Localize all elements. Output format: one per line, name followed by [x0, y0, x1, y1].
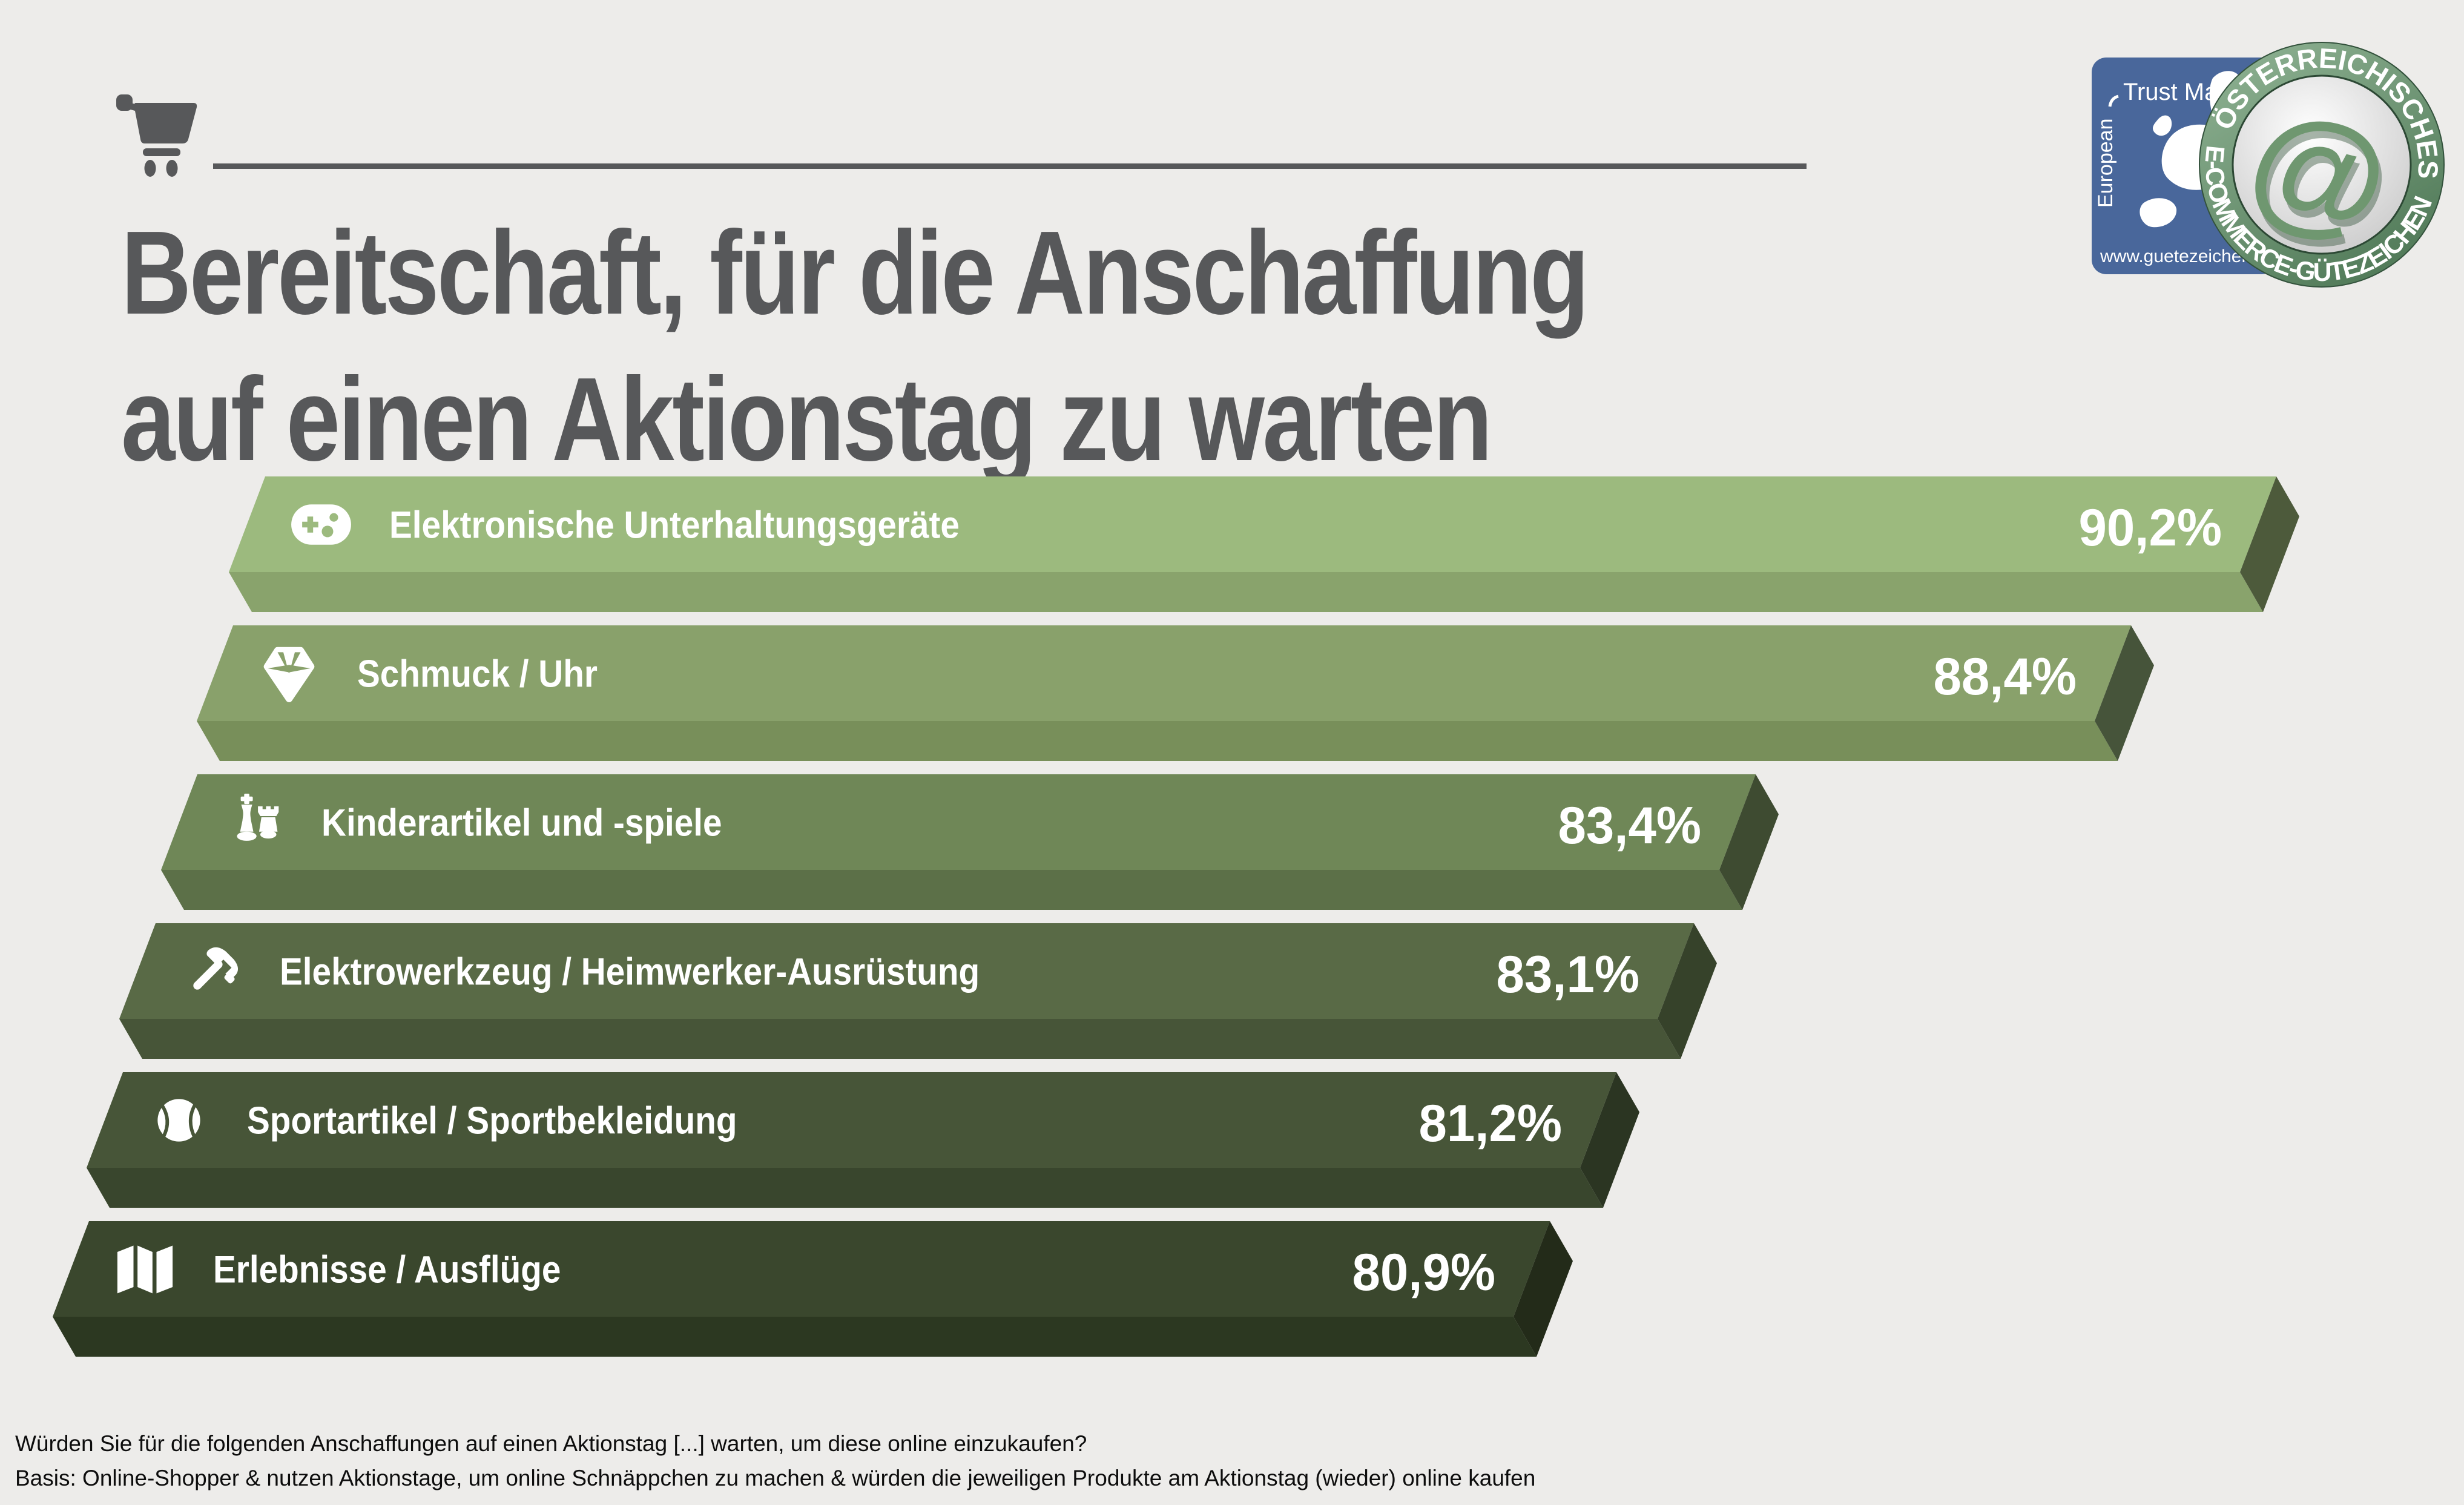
- game-controller-icon: [291, 504, 351, 545]
- bar-label: Erlebnisse / Ausflüge: [213, 1248, 561, 1291]
- header-rule: [213, 163, 1807, 169]
- bar-value: 90,2%: [2079, 498, 2222, 556]
- bar-end-cap: [1658, 923, 1717, 1059]
- bar-label: Elektrowerkzeug / Heimwerker-Ausrüstung: [280, 950, 980, 993]
- bar-row: Elektrowerkzeug / Heimwerker-Ausrüstung …: [119, 923, 1717, 1059]
- bar-face: [229, 476, 2276, 572]
- bar-value: 83,1%: [1497, 945, 1639, 1003]
- bar-underside: [53, 1317, 1537, 1357]
- trust-mark-arrow-icon: [2108, 94, 2119, 107]
- bar-label: Sportartikel / Sportbekleidung: [247, 1099, 737, 1142]
- bar-row: Sportartikel / Sportbekleidung 81,2%: [87, 1072, 1639, 1208]
- bar-value: 83,4%: [1558, 796, 1701, 854]
- bar-label: Kinderartikel und -spiele: [321, 802, 722, 844]
- bar-value: 80,9%: [1352, 1243, 1495, 1301]
- bar-row: Schmuck / Uhr 88,4%: [197, 625, 2154, 761]
- page-title-line1: Bereitschaft, für die Anschaffung: [121, 206, 1589, 339]
- bar-face: [53, 1221, 1550, 1317]
- chess-pieces-icon: [237, 794, 279, 841]
- page-title-line2: auf einen Aktionstag zu warten: [121, 353, 1492, 486]
- bar-underside: [87, 1168, 1603, 1208]
- bar-underside: [229, 572, 2263, 612]
- bar-face: [87, 1072, 1616, 1168]
- bar-face: [197, 625, 2131, 721]
- seal-inner-disc: [2232, 74, 2412, 255]
- bar-value: 88,4%: [1934, 647, 2077, 705]
- bar-label: Elektronische Unterhaltungsgeräte: [389, 504, 960, 546]
- sports-ball-icon: [157, 1099, 200, 1142]
- bar-underside: [119, 1019, 1681, 1059]
- bar-value: 81,2%: [1419, 1094, 1562, 1152]
- bar-end-cap: [2240, 476, 2299, 612]
- bar-underside: [197, 721, 2118, 761]
- bar-face: [119, 923, 1694, 1019]
- footnotes: Würden Sie für die folgenden Anschaffung…: [15, 1426, 1535, 1495]
- trust-mark-side-label: European: [2094, 119, 2117, 208]
- footnote-basis: Basis: Online-Shopper & nutzen Aktionsta…: [15, 1466, 1536, 1490]
- bar-face: [161, 774, 1756, 870]
- bar-end-cap: [1580, 1072, 1639, 1208]
- bar-row: Erlebnisse / Ausflüge 80,9%: [53, 1221, 1573, 1357]
- folded-map-icon: [117, 1245, 173, 1294]
- bar-end-cap: [1719, 774, 1779, 910]
- bar-underside: [161, 870, 1742, 910]
- bar-end-cap: [2095, 625, 2154, 761]
- hammer-icon: [193, 947, 239, 990]
- page-title: Bereitschaft, für die Anschaffung auf ei…: [121, 200, 1589, 493]
- bar-row: Kinderartikel und -spiele 83,4%: [161, 774, 1779, 910]
- shopping-cart-icon: [116, 94, 197, 177]
- bar-label: Schmuck / Uhr: [357, 653, 598, 695]
- ecommerce-guetezeichen-seal: @ @ ÖSTERREICHISCHES E-COMMERCE-GÜTEZEIC…: [2195, 38, 2449, 292]
- bar-end-cap: [1514, 1221, 1573, 1357]
- bar-row: Elektronische Unterhaltungsgeräte 90,2%: [229, 476, 2299, 612]
- gem-icon: [263, 647, 315, 703]
- footnote-question: Würden Sie für die folgenden Anschaffung…: [15, 1431, 1087, 1456]
